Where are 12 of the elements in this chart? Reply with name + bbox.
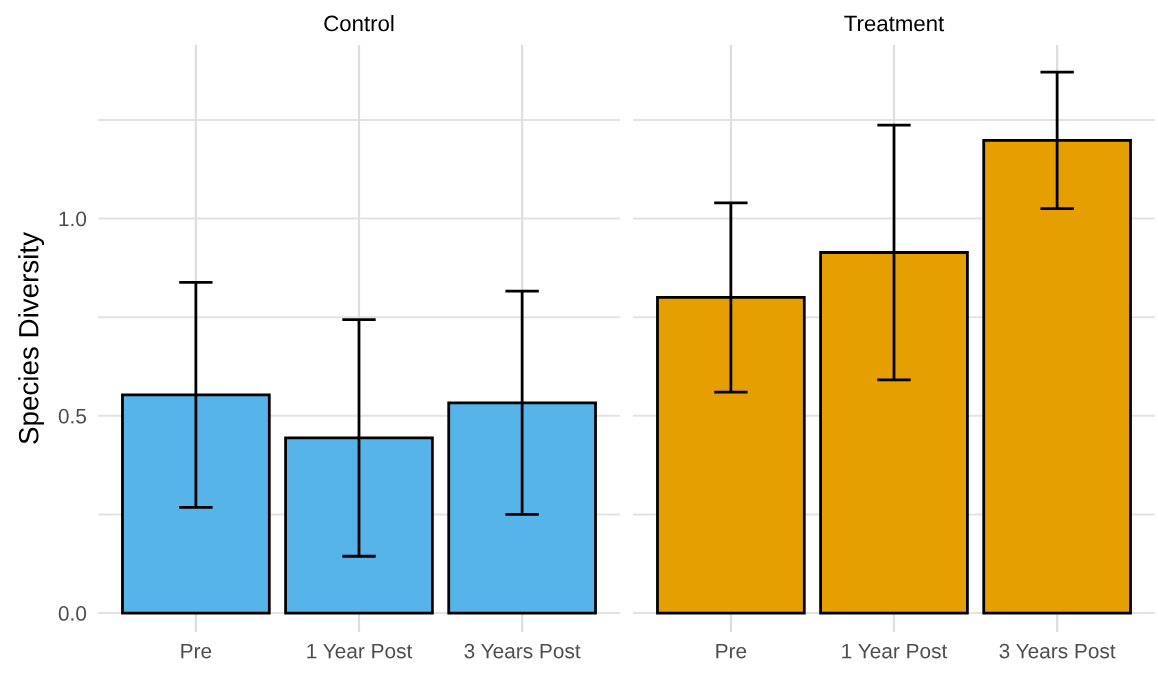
chart-title: Treatment xyxy=(844,15,945,32)
x-tick-label: 1 Year Post xyxy=(842,643,948,659)
y-tick-label: 1.0 xyxy=(59,211,87,227)
x-tick-label: Pre xyxy=(181,643,212,659)
y-tick-label: 0.5 xyxy=(58,408,87,424)
x-tick-label: Pre xyxy=(716,643,747,659)
y-tick-label: 0.0 xyxy=(58,606,87,621)
y-axis-title: Species Diversity xyxy=(18,232,45,444)
x-tick-label: 1 Year Post xyxy=(307,643,413,659)
x-tick-label: 3 Years Post xyxy=(464,643,581,659)
x-tick-label: 3 Years Post xyxy=(999,643,1116,659)
chart-title: Control xyxy=(324,15,394,32)
